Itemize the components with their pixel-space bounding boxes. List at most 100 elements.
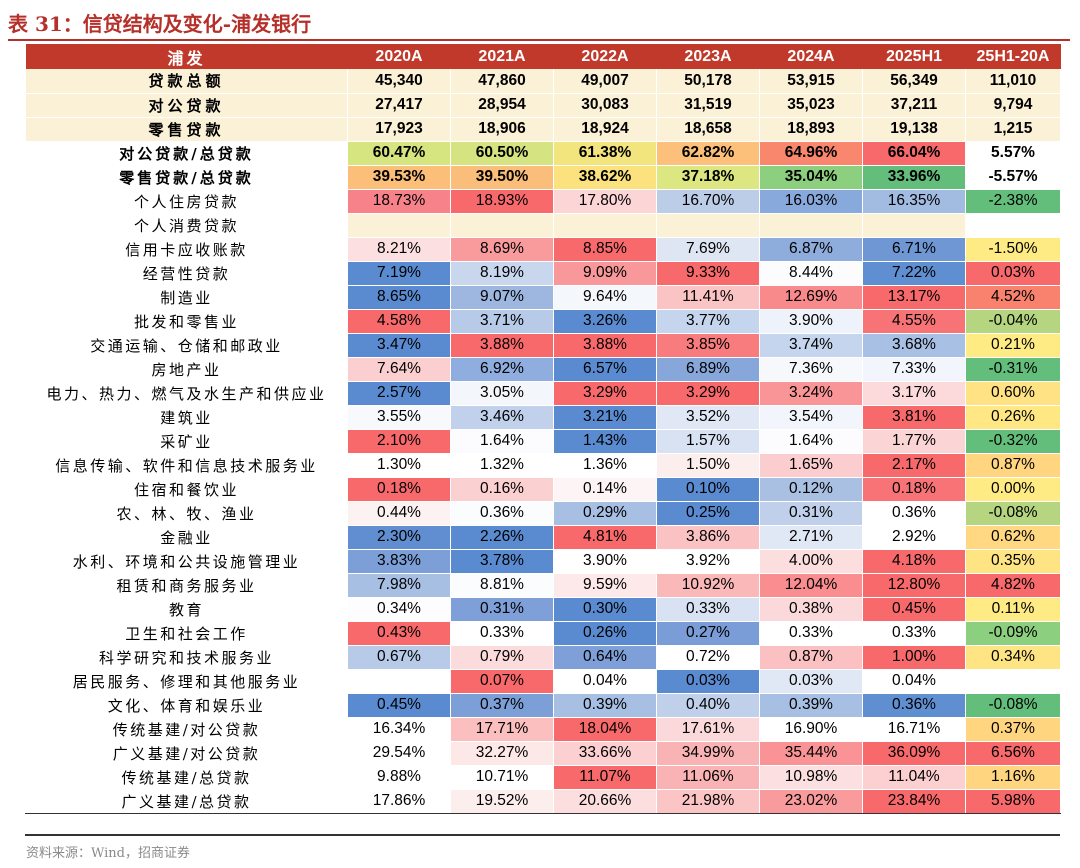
table-cell: 64.96%: [759, 140, 863, 166]
table-cell: 0.33%: [759, 621, 863, 646]
table-cell: 56,349: [862, 69, 966, 94]
table-cell: 0.79%: [450, 645, 554, 670]
table-cell: 7.22%: [862, 261, 966, 286]
table-cell: 4.55%: [862, 309, 966, 334]
table-row: 传统基建/对公贷款 16.34% 17.71% 18.04% 17.61% 16.90% 1…: [25, 716, 1061, 742]
table-cell: 49,007: [553, 69, 657, 94]
table-cell: 29.54%: [347, 741, 451, 766]
table-cell: -1.50%: [965, 237, 1061, 262]
table-cell: 0.87%: [759, 645, 863, 670]
table-cell: 0.26%: [965, 405, 1061, 430]
table-cell: 10.98%: [759, 765, 863, 790]
table-cell: 11.07%: [553, 765, 657, 790]
table-cell: 6.56%: [965, 741, 1061, 766]
table-cell: 3.05%: [450, 381, 554, 406]
table-cell: 11,010: [965, 69, 1061, 94]
table-cell: 0.35%: [965, 549, 1061, 574]
header-col-2: 2021A: [450, 44, 554, 69]
table-cell: 3.47%: [347, 333, 451, 358]
table-row: 经营性贷款 7.19% 8.19% 9.09% 9.33% 8.44% 7.22% 0.03%: [25, 261, 1061, 286]
table-cell: 8.85%: [553, 237, 657, 262]
row-label: 零售贷款/总贷款: [25, 165, 348, 190]
table-cell: 3.24%: [759, 381, 863, 406]
table-cell: 53,915: [759, 69, 863, 94]
table-row: 零售贷款 17,923 18,906 18,924 18,658 18,893 19,138…: [25, 117, 1061, 142]
table-cell: 3.71%: [450, 309, 554, 334]
table-row: 信用卡应收账款 8.21% 8.69% 8.85% 7.69% 6.87% 6.71% -1.…: [25, 237, 1061, 262]
table-row: 租赁和商务服务业 7.98% 8.81% 9.59% 10.92% 12.04% 12.80…: [25, 573, 1061, 598]
table-cell: 0.04%: [862, 669, 966, 694]
row-label: 对公贷款: [25, 93, 348, 118]
row-label: 采矿业: [25, 429, 348, 454]
table-cell: 0.36%: [450, 501, 554, 526]
table-cell: 0.29%: [553, 501, 657, 526]
table-cell: 12.04%: [759, 573, 863, 598]
table-cell: 23.02%: [759, 789, 863, 814]
table-cell: 1.57%: [656, 429, 760, 454]
table-cell: 3.78%: [450, 549, 554, 574]
table-cell: 34.99%: [656, 741, 760, 766]
table-cell: 3.86%: [656, 525, 760, 550]
table-cell: -2.38%: [965, 188, 1061, 214]
table-cell: 18,924: [553, 117, 657, 142]
table-cell: 0.04%: [553, 669, 657, 694]
table-cell: 3.90%: [759, 309, 863, 334]
table-cell: 3.83%: [347, 549, 451, 574]
table-cell: 1.16%: [965, 765, 1061, 790]
table-cell: 35.04%: [759, 165, 863, 190]
table-cell: 0.40%: [656, 693, 760, 718]
row-label: 租赁和商务服务业: [25, 573, 348, 598]
table-cell: -5.57%: [965, 165, 1061, 190]
table-cell: 66.04%: [862, 140, 966, 166]
table-cell: 39.50%: [450, 165, 554, 190]
table-cell: 0.10%: [656, 477, 760, 502]
table-cell: 16.35%: [862, 188, 966, 214]
table-row: 电力、热力、燃气及水生产和供应业 2.57% 3.05% 3.29% 3.29% 3.24…: [25, 381, 1061, 406]
table-cell: 2.10%: [347, 429, 451, 454]
table-cell: 17,923: [347, 117, 451, 142]
loan-structure-table: 浦发 2020A 2021A 2022A 2023A 2024A 2025H1 25H1-20…: [25, 44, 1061, 814]
header-row: 浦发 2020A 2021A 2022A 2023A 2024A 2025H1 25H1-20…: [25, 44, 1061, 69]
row-label: 农、林、牧、渔业: [25, 501, 348, 526]
table-cell: 5.98%: [965, 789, 1061, 814]
table-row: 个人住房贷款 18.73% 18.93% 17.80% 16.70% 16.03% 16.3…: [25, 188, 1061, 214]
row-label: 零售贷款: [25, 117, 348, 142]
table-row: 信息传输、软件和信息技术服务业 1.30% 1.32% 1.36% 1.50% 1.65%…: [25, 453, 1061, 478]
header-col-3: 2022A: [553, 44, 657, 69]
table-cell: 0.18%: [862, 477, 966, 502]
table-cell: 8.19%: [450, 261, 554, 286]
table-row: 水利、环境和公共设施管理业 3.83% 3.78% 3.90% 3.92% 4.00% 4.…: [25, 549, 1061, 574]
table-cell: 0.27%: [656, 621, 760, 646]
table-cell: 18.04%: [553, 716, 657, 742]
table-cell: 36.09%: [862, 741, 966, 766]
row-label: 对公贷款/总贷款: [25, 140, 348, 166]
table-cell: 0.34%: [965, 645, 1061, 670]
table-cell: 2.71%: [759, 525, 863, 550]
table-cell: 1.64%: [450, 429, 554, 454]
table-cell: -0.04%: [965, 309, 1061, 334]
table-cell: 0.37%: [450, 693, 554, 718]
header-col-4: 2023A: [656, 44, 760, 69]
table-cell: 0.72%: [656, 645, 760, 670]
table-cell: 61.38%: [553, 140, 657, 166]
table-cell: [862, 213, 966, 238]
table-cell: 9.09%: [553, 261, 657, 286]
table-cell: -0.08%: [965, 693, 1061, 718]
table-cell: 3.85%: [656, 333, 760, 358]
table-cell: 7.69%: [656, 237, 760, 262]
table-body: 贷款总额 45,340 47,860 49,007 50,178 53,915 56,349…: [25, 69, 1061, 814]
table-cell: 6.87%: [759, 237, 863, 262]
table-cell: [347, 213, 451, 238]
table-cell: 21.98%: [656, 789, 760, 814]
table-cell: 0.60%: [965, 381, 1061, 406]
table-cell: 16.71%: [862, 716, 966, 742]
row-label: 卫生和社会工作: [25, 621, 348, 646]
table-cell: 3.17%: [862, 381, 966, 406]
table-row: 教育 0.34% 0.31% 0.30% 0.33% 0.38% 0.45% 0.11%: [25, 597, 1061, 622]
header-col-7: 25H1-20A: [965, 44, 1061, 69]
row-label: 教育: [25, 597, 348, 622]
table-cell: 0.43%: [347, 621, 451, 646]
source-note: 资料来源：Wind，招商证券: [26, 846, 190, 861]
table-cell: 28,954: [450, 93, 554, 118]
table-cell: 0.67%: [347, 645, 451, 670]
